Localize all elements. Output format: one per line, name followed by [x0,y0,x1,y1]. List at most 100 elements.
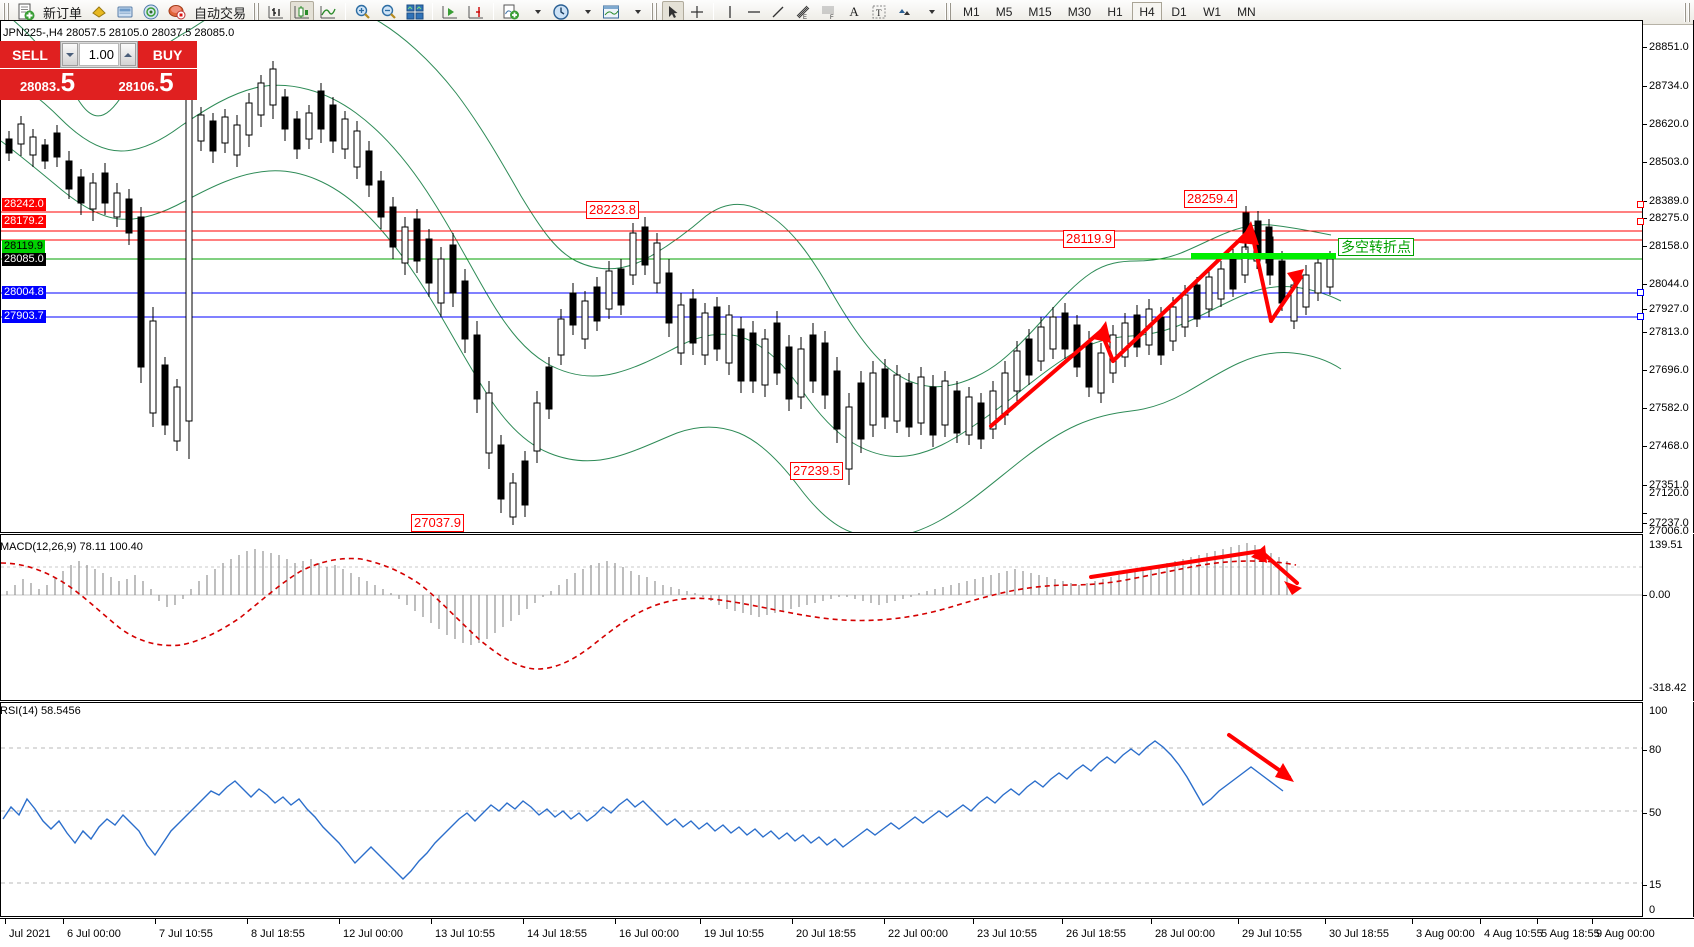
timeframe-m1[interactable]: M1 [963,5,980,19]
timeframe-d1[interactable]: D1 [1171,5,1187,19]
label-27037-9[interactable]: 27037.9 [411,514,464,532]
toolbar-separator-2 [432,2,434,22]
label-turning-point[interactable]: 多空转折点 [1338,238,1414,256]
date-label: 29 Jul 10:55 [1242,928,1302,940]
label-27239-5[interactable]: 27239.5 [790,462,843,480]
price-chart-pane[interactable] [0,20,1643,533]
rsi-title: RSI(14) 58.5456 [0,705,81,717]
templates-dropdown-icon[interactable] [625,1,647,23]
price-badge-28179[interactable]: 28179.2 [2,215,46,228]
timeframe-m30[interactable]: M30 [1067,5,1092,19]
date-label: 5 Aug 18:55 [1541,928,1600,940]
buy-price-dot: . [154,78,160,95]
date-axis[interactable]: Jul 2021 6 Jul 00:00 7 Jul 10:55 8 Jul 18:5… [0,918,1694,947]
volume-stepper[interactable]: 1.00 [60,41,138,68]
chart-window-icon[interactable] [403,1,427,23]
price-tick-16: 27006.0 [1649,525,1689,537]
date-label: 4 Aug 10:55 [1484,928,1543,940]
date-tick [973,919,974,924]
symbol-info-line: JPN225-,H4 28057.5 28105.0 28037.5 28085… [3,27,235,39]
date-tick [523,919,524,924]
period-dropdown-icon[interactable] [575,1,597,23]
autotrading-label[interactable]: 自动交易 [194,5,247,21]
period-icon[interactable] [549,1,573,23]
price-badge-28119[interactable]: 28119.9 [2,240,45,253]
templates-icon[interactable] [599,1,623,23]
buy-button[interactable]: BUY [138,41,197,68]
timeframe-h1[interactable]: H1 [1107,5,1123,19]
bar-chart-icon[interactable] [264,1,288,23]
equidistant-channel-icon[interactable]: E [791,1,815,23]
buy-price[interactable]: 28106 . 5 [95,68,197,100]
horizontal-line-icon[interactable] [743,1,765,23]
autotrading-icon[interactable] [165,1,189,23]
date-tick [5,919,6,924]
timeframe-w1[interactable]: W1 [1203,5,1222,19]
rsi-pane[interactable] [0,702,1643,917]
text-icon[interactable]: A [849,4,859,19]
price-badge-28242[interactable]: 28242.0 [2,198,46,211]
date-label: Jul 2021 [9,928,51,940]
crosshair-icon[interactable] [686,1,708,23]
vertical-line-icon[interactable] [719,1,741,23]
sell-price[interactable]: 28083 . 5 [0,68,95,100]
line-chart-icon[interactable] [316,1,340,23]
auto-scroll-icon[interactable] [438,1,462,23]
market-watch-icon[interactable] [139,1,163,23]
price-badge-28085: 28085.0 [2,253,46,266]
terminal-icon[interactable] [113,1,137,23]
svg-text:E: E [803,15,807,21]
level-handle-28179[interactable] [1637,218,1644,225]
level-handle-27903[interactable] [1637,313,1644,320]
indicators-dropdown-icon[interactable] [525,1,547,23]
timeframe-m5[interactable]: M5 [995,5,1013,19]
label-28223-8[interactable]: 28223.8 [586,201,639,219]
one-click-trading-panel[interactable]: SELL 1.00 BUY 28083 . 5 28106 . 5 [0,41,197,100]
macd-tick-1: 0.00 [1649,589,1671,601]
label-28259-4[interactable]: 28259.4 [1184,190,1237,208]
trendline-icon[interactable] [767,1,789,23]
price-tick-7: 28044.0 [1649,278,1689,290]
zoom-in-icon[interactable] [351,1,375,23]
toolbar-grip[interactable] [3,2,10,22]
volume-input[interactable]: 1.00 [79,43,119,66]
rsi-svg [1,733,1642,884]
toolbar-grip-5[interactable] [1684,2,1691,22]
shapes-dropdown-icon[interactable] [919,1,941,23]
timeframe-mn[interactable]: MN [1237,5,1256,19]
zoom-out-icon[interactable] [377,1,401,23]
toolbar-separator [345,2,347,22]
chart-shift-icon[interactable] [464,1,488,23]
volume-decrease-button[interactable] [62,43,78,66]
level-handle-28242[interactable] [1637,201,1644,208]
fibonacci-retracement-icon[interactable]: F [817,1,841,23]
rsi-axis: 100 80 50 15 0 [1643,702,1694,917]
indicators-icon[interactable] [499,1,523,23]
timeframe-h4[interactable]: H4 [1132,2,1163,22]
date-tick [1537,919,1538,924]
macd-pane[interactable] [0,534,1643,701]
timeframe-m15[interactable]: M15 [1028,5,1052,19]
price-badge-28004[interactable]: 28004.8 [2,286,46,299]
new-order-icon[interactable] [14,1,38,23]
sell-button[interactable]: SELL [0,41,60,68]
date-label: 14 Jul 18:55 [527,928,587,940]
level-handle-28004[interactable] [1637,289,1644,296]
date-label: 7 Jul 10:55 [159,928,213,940]
price-chart-svg [1,21,1642,532]
volume-increase-button[interactable] [120,43,136,66]
toolbar-grip-2[interactable] [253,2,261,22]
macd-tick-0: 139.51 [1649,539,1683,551]
date-tick [1480,919,1481,924]
shapes-icon[interactable] [893,1,917,23]
date-label: 13 Jul 10:55 [435,928,495,940]
expert-advisors-icon[interactable] [87,1,111,23]
candlesticks [5,61,1334,525]
new-order-label[interactable]: 新订单 [43,5,83,21]
toolbar-grip-4[interactable] [945,2,953,22]
rsi-tick-3: 15 [1649,879,1662,891]
label-28119-9[interactable]: 28119.9 [1063,230,1116,248]
toolbar-grip-3[interactable] [651,2,659,22]
text-label-icon[interactable]: T [867,1,891,23]
price-badge-27903[interactable]: 27903.7 [2,310,46,323]
